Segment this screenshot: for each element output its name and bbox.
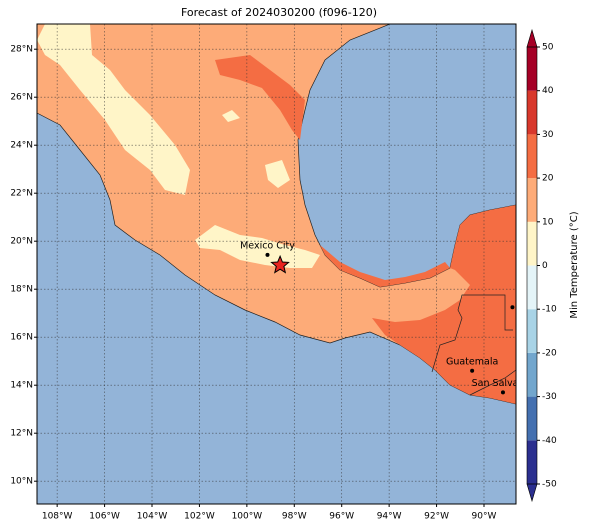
grid — [37, 24, 516, 504]
y-tick-label: 26°N — [10, 93, 33, 103]
city-label: Mexico City — [240, 240, 295, 251]
colorbar-extend — [526, 28, 538, 48]
cool-zone — [265, 160, 290, 188]
axes: 108°W 106°W 104°W 102°W 100°W 98°W 96°W 94°W 92°… — [10, 45, 496, 522]
y-tick-label: 22°N — [10, 189, 33, 199]
x-tick-label: 90°W — [472, 512, 497, 522]
y-tick-label: 18°N — [10, 285, 33, 295]
x-tick-label: 108°W — [42, 512, 73, 522]
colorbar-extend — [526, 483, 538, 503]
y-tick-label: 28°N — [10, 45, 33, 55]
warm-zone — [215, 55, 305, 140]
cool-zone — [37, 24, 190, 195]
border — [431, 294, 516, 396]
x-tick-label: 98°W — [282, 512, 307, 522]
x-tick-label: 106°W — [89, 512, 120, 522]
colorbar-band — [527, 352, 537, 397]
city-label: Guatemala — [446, 356, 498, 367]
marker-dot — [510, 305, 515, 310]
cool-zone — [222, 110, 240, 122]
colorbar-band — [527, 221, 537, 266]
colorbar-band — [527, 440, 537, 484]
colorbar-tick-label: -20 — [542, 348, 557, 358]
colorbar-band — [527, 90, 537, 135]
colorbar-tick-label: 0 — [542, 261, 548, 271]
warm-zone — [372, 205, 516, 404]
y-tick-label: 10°N — [10, 477, 33, 487]
y-tick-label: 14°N — [10, 381, 33, 391]
y-tick-label: 24°N — [10, 141, 33, 151]
x-tick-label: 104°W — [137, 512, 168, 522]
x-tick-label: 100°W — [232, 512, 263, 522]
city-label: San Salvador — [472, 378, 535, 389]
map-frame — [36, 23, 517, 505]
city-dot — [470, 368, 475, 373]
colorbar-title: Min Temperature (°C) — [569, 211, 580, 318]
warm-zone — [320, 245, 450, 287]
x-tick-label: 102°W — [184, 512, 215, 522]
colorbar-tick-label: 10 — [542, 217, 554, 227]
colorbar-tick-label: 50 — [542, 43, 554, 53]
city-dot — [265, 252, 270, 257]
x-tick-label: 96°W — [329, 512, 354, 522]
colorbar-tick-label: -50 — [542, 480, 557, 490]
colorbar-band — [527, 134, 537, 179]
colorbar-band — [527, 396, 537, 441]
colorbar-tick-label: -10 — [542, 305, 557, 315]
map-title: Forecast of 2024030200 (f096-120) — [181, 6, 377, 19]
x-tick-label: 92°W — [424, 512, 449, 522]
map-area: Mexico City Guatemala San Salvador — [37, 24, 535, 504]
y-tick-label: 20°N — [10, 237, 33, 247]
y-tick-label: 16°N — [10, 333, 33, 343]
city-dot — [500, 390, 505, 395]
colorbar-tick-label: -40 — [542, 436, 557, 446]
colorbar-tick-label: -30 — [542, 392, 557, 402]
cool-zone — [195, 225, 320, 268]
x-tick-label: 94°W — [377, 512, 402, 522]
colorbar-band — [527, 47, 537, 91]
colorbar-tick-label: 20 — [542, 174, 554, 184]
star-marker — [270, 254, 290, 274]
colorbar-tick-label: 40 — [542, 86, 554, 96]
colorbar-tick-label: 30 — [542, 130, 554, 140]
points: Mexico City Guatemala San Salvador — [240, 240, 535, 395]
colorbar-band — [527, 309, 537, 353]
colorbar-band — [527, 178, 537, 222]
colorbar: -50 -40 -30 -20 -10 0 10 20 30 40 50 — [526, 28, 557, 503]
colorbar-band — [527, 265, 537, 310]
y-tick-label: 12°N — [10, 429, 33, 439]
